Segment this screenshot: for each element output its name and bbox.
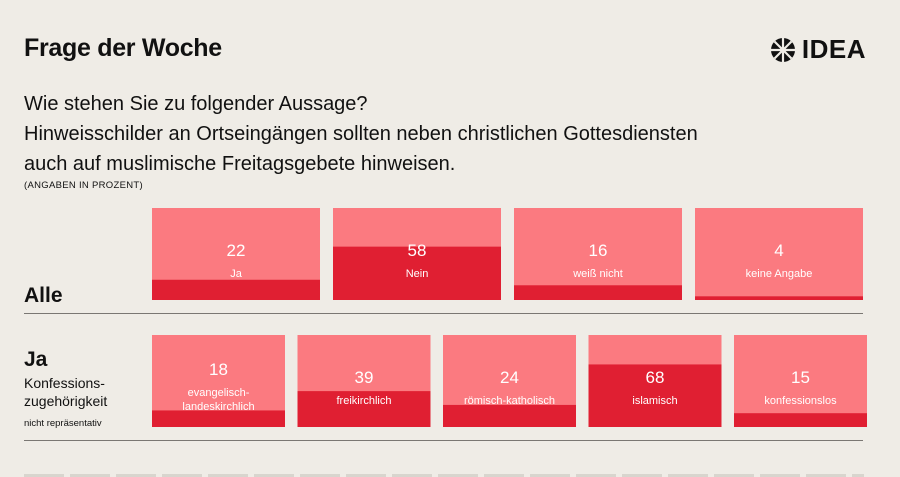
- footer-divider: [24, 474, 864, 477]
- data-label: 24: [500, 368, 519, 387]
- data-label: 58: [408, 241, 427, 260]
- category-label: römisch-katholisch: [464, 395, 555, 407]
- data-label: 39: [355, 368, 374, 387]
- bar-box: [734, 335, 867, 427]
- category-label: Nein: [406, 268, 429, 280]
- data-label: 18: [209, 360, 228, 379]
- category-label: landeskirchlich: [182, 401, 254, 413]
- row-label-alle: Alle: [24, 284, 63, 307]
- bar-fill: [514, 285, 682, 300]
- bar-box: [514, 208, 682, 300]
- data-label: 16: [589, 241, 608, 260]
- category-label: freikirchlich: [336, 395, 391, 407]
- bar-fill: [734, 413, 867, 427]
- data-label: 22: [227, 241, 246, 260]
- bar-fill: [152, 410, 285, 427]
- idea-logo-icon: [770, 37, 795, 62]
- data-label: 15: [791, 368, 810, 387]
- page-title: Frage der Woche: [24, 34, 222, 62]
- bar-fill: [297, 391, 431, 427]
- bar-fill: [152, 279, 320, 300]
- question-text: Wie stehen Sie zu folgender Aussage? Hin…: [24, 89, 884, 179]
- bar-fill: [443, 404, 576, 427]
- bar-fill: [333, 246, 501, 300]
- row-note: nicht repräsentativ: [24, 418, 102, 429]
- category-label: weiß nicht: [572, 268, 623, 280]
- row-sublabel: Konfessions- zugehörigkeit: [24, 374, 107, 410]
- row-label-ja: Ja: [24, 348, 48, 371]
- bar-fill: [588, 364, 722, 427]
- category-label: evangelisch-: [188, 387, 250, 399]
- category-label: Ja: [230, 268, 243, 280]
- row-divider: [24, 440, 863, 441]
- bar-box: [695, 208, 863, 300]
- data-label: 4: [774, 241, 783, 260]
- question-line: Hinweisschilder an Ortseingängen sollten…: [24, 123, 698, 145]
- row-divider: [24, 313, 863, 314]
- question-line: auch auf muslimische Freitagsgebete hinw…: [24, 153, 456, 175]
- data-label: 68: [646, 368, 665, 387]
- units-note: (ANGABEN IN PROZENT): [24, 180, 143, 191]
- category-label: keine Angabe: [746, 268, 813, 280]
- logo-text: IDEA: [801, 34, 866, 64]
- row-sublabel-line: Konfessions-: [24, 375, 105, 391]
- category-label: islamisch: [632, 395, 677, 407]
- row-sublabel-line: zugehörigkeit: [24, 393, 108, 409]
- bar-fill: [695, 296, 863, 300]
- category-label: konfessionslos: [764, 395, 837, 407]
- brand-logo: IDEA: [770, 34, 866, 65]
- question-line: Wie stehen Sie zu folgender Aussage?: [24, 93, 368, 115]
